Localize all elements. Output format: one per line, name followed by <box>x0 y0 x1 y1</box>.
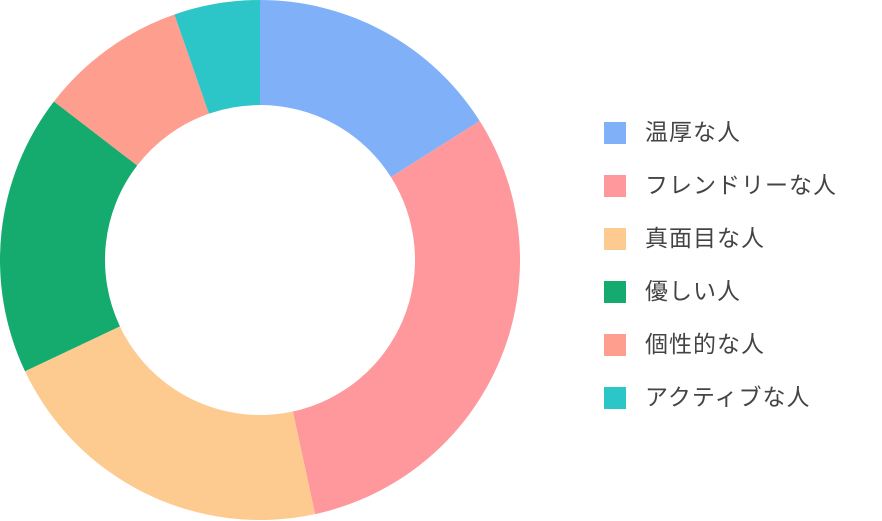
slice-6 <box>174 0 260 114</box>
legend-label: アクティブな人 <box>645 385 810 411</box>
slice-1 <box>260 0 480 178</box>
legend-item-1: 温厚な人 <box>604 120 741 146</box>
legend-item-3: 真面目な人 <box>604 226 765 252</box>
legend-swatch <box>604 122 626 144</box>
legend-item-6: アクティブな人 <box>604 385 810 411</box>
slice-3 <box>25 326 316 520</box>
chart-slices <box>0 0 520 520</box>
legend-swatch <box>604 175 626 197</box>
legend-item-5: 個性的な人 <box>604 332 765 358</box>
legend-item-4: 優しい人 <box>604 279 741 305</box>
legend-swatch <box>604 281 626 303</box>
legend-label: 真面目な人 <box>645 226 765 252</box>
slice-5 <box>53 14 209 166</box>
legend-swatch <box>604 387 626 409</box>
legend-label: 個性的な人 <box>645 332 765 358</box>
slice-4 <box>0 101 138 372</box>
legend-label: 温厚な人 <box>645 120 741 146</box>
legend-label: 優しい人 <box>645 279 741 305</box>
slice-2 <box>292 120 520 515</box>
legend-swatch <box>604 334 626 356</box>
legend-swatch <box>604 228 626 250</box>
legend-label: フレンドリーな人 <box>645 173 837 199</box>
legend-item-2: フレンドリーな人 <box>604 173 837 199</box>
